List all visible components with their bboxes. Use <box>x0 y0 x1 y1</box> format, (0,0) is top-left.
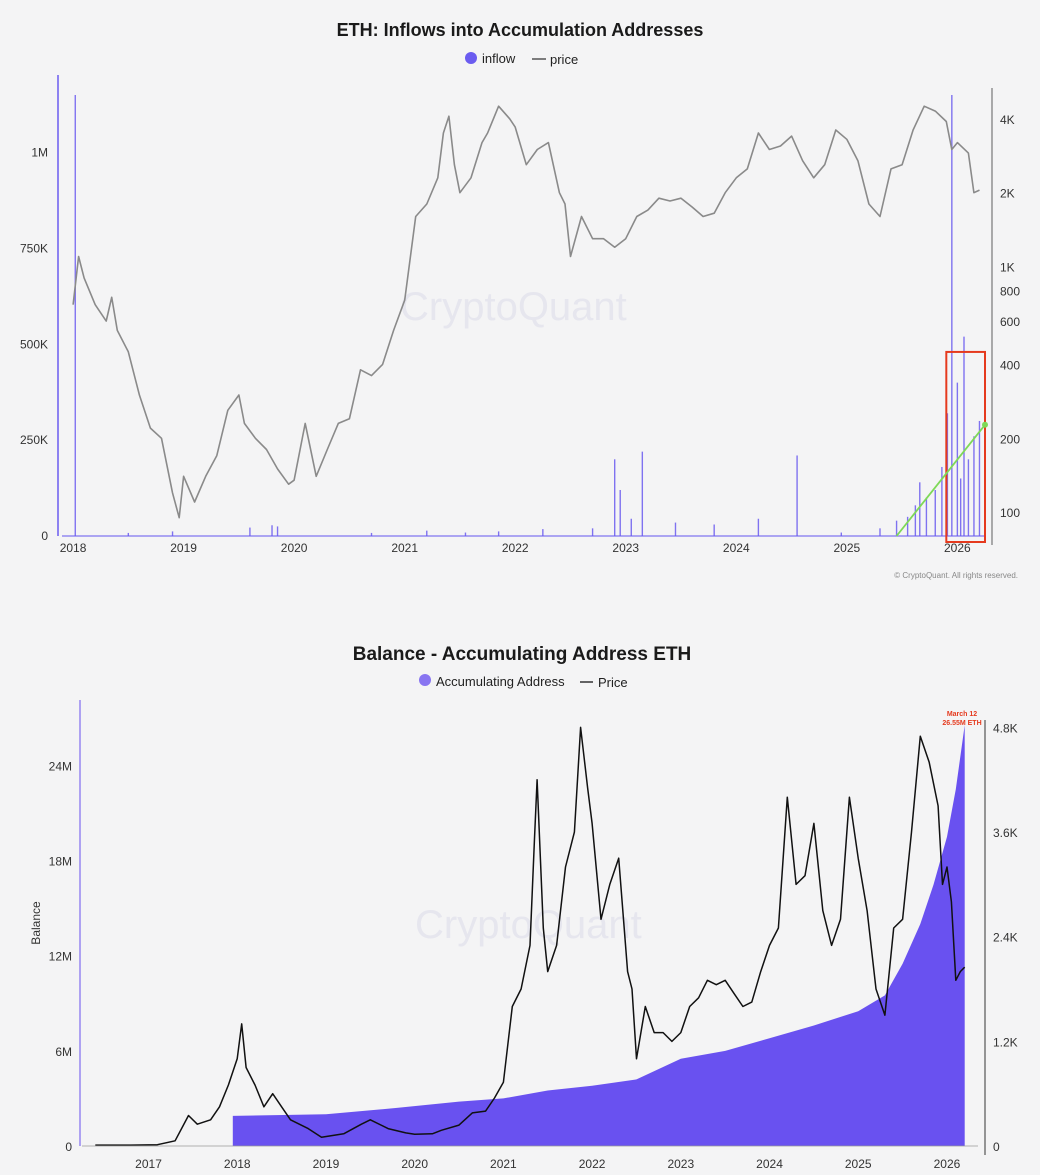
x-tick-label: 2017 <box>135 1157 162 1171</box>
x-tick-label: 2021 <box>490 1157 517 1171</box>
copyright: © CryptoQuant. All rights reserved. <box>894 571 1018 580</box>
x-tick-label: 2025 <box>845 1157 872 1171</box>
y-left-tick-label: 250K <box>20 433 48 447</box>
trend-line <box>895 424 986 537</box>
y-left-tick-label: 0 <box>41 529 48 543</box>
y-right-tick-label: 3.6K <box>993 826 1018 840</box>
x-tick-label: 2024 <box>723 541 750 555</box>
y-axis-label: Balance <box>29 901 43 945</box>
legend-price-label: Price <box>598 675 628 690</box>
x-tick-label: 2022 <box>579 1157 606 1171</box>
x-tick-label: 2018 <box>224 1157 251 1171</box>
annotation-value: 26.55M ETH <box>942 720 981 727</box>
x-tick-label: 2018 <box>60 541 87 555</box>
x-tick-label: 2020 <box>281 541 308 555</box>
legend-inflow-label: inflow <box>482 51 516 66</box>
plot-area: 0 250K 500K 750K 1M 100 200 400 600 800 1K 2K 4K 2018… <box>20 75 1020 555</box>
y-left-tick-label: 500K <box>20 337 48 351</box>
watermark: CryptoQuant <box>415 903 642 947</box>
highlight-box <box>945 350 987 543</box>
x-tick-label: 2026 <box>934 1157 961 1171</box>
y-right-tick-label: 1.2K <box>993 1035 1018 1049</box>
y-right-tick-label: 4.8K <box>993 721 1018 735</box>
chart-title: ETH: Inflows into Accumulation Addresses <box>337 20 704 40</box>
watermark: CryptoQuant <box>400 285 627 329</box>
legend-accumulating-swatch <box>419 674 431 686</box>
y-left-tick-label: 12M <box>49 950 72 964</box>
price-line <box>72 105 980 519</box>
x-tick-label: 2024 <box>756 1157 783 1171</box>
y-right-tick-label: 600 <box>1000 315 1020 329</box>
x-tick-label: 2021 <box>391 541 418 555</box>
y-right-tick-label: 100 <box>1000 506 1020 520</box>
x-tick-label: 2019 <box>170 541 197 555</box>
balance-chart-panel: CryptoQuant Balance - Accumulating Addre… <box>0 600 1040 1175</box>
y-left-tick-label: 24M <box>49 759 72 773</box>
x-tick-label: 2025 <box>833 541 860 555</box>
x-tick-label: 2020 <box>401 1157 428 1171</box>
price-line <box>95 726 966 1146</box>
x-tick-label: 2026 <box>944 541 971 555</box>
legend-accumulating-label: Accumulating Address <box>436 674 565 689</box>
y-right-tick-label: 400 <box>1000 358 1020 372</box>
inflows-chart-panel: CryptoQuant ETH: Inflows into Accumulati… <box>20 20 1020 580</box>
trend-line-end <box>982 421 988 428</box>
plot-area: 0 6M 12M 18M 24M 0 1.2K 2.4K 3.6K 4.8K 2017 2018 201… <box>49 700 1018 1171</box>
legend-price-label: price <box>550 52 578 67</box>
x-tick-label: 2019 <box>313 1157 340 1171</box>
y-left-tick-label: 18M <box>49 855 72 869</box>
legend-inflow-swatch <box>465 52 477 64</box>
balance-area <box>232 725 965 1146</box>
y-left-tick-label: 6M <box>55 1045 72 1059</box>
balance-chart: CryptoQuant Balance - Accumulating Addre… <box>29 644 1018 1171</box>
chart-title: Balance - Accumulating Address ETH <box>353 644 692 665</box>
x-tick-label: 2023 <box>667 1157 694 1171</box>
y-right-tick-label: 2K <box>1000 187 1015 201</box>
y-left-tick-label: 1M <box>31 146 48 160</box>
y-right-tick-label: 0 <box>993 1140 1000 1154</box>
y-right-tick-label: 800 <box>1000 284 1020 298</box>
x-tick-label: 2022 <box>502 541 529 555</box>
annotation-date: March 12 <box>947 711 977 718</box>
x-tick-label: 2023 <box>612 541 639 555</box>
y-right-tick-label: 1K <box>1000 261 1015 275</box>
y-right-tick-label: 4K <box>1000 113 1015 127</box>
inflows-chart: CryptoQuant ETH: Inflows into Accumulati… <box>20 20 1020 580</box>
y-right-tick-label: 2.4K <box>993 931 1018 945</box>
y-left-tick-label: 0 <box>65 1140 72 1154</box>
y-right-tick-label: 200 <box>1000 432 1020 446</box>
y-left-tick-label: 750K <box>20 241 48 255</box>
